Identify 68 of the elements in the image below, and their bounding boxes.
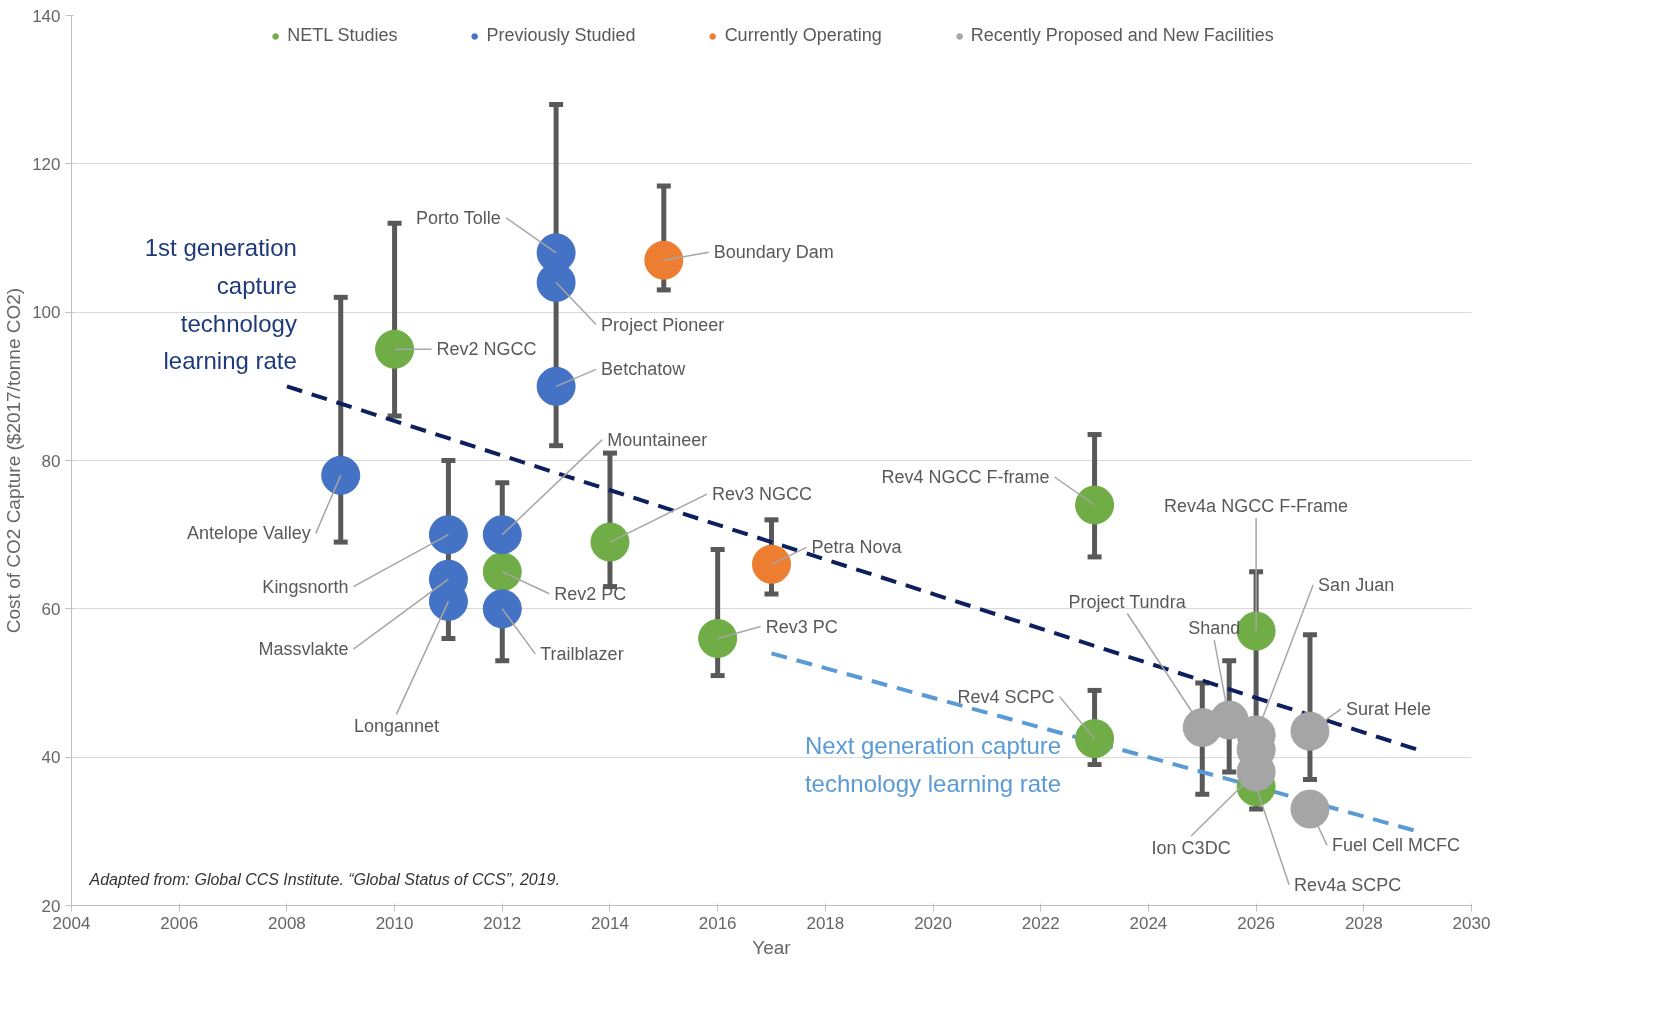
x-tick-label: 2010: [375, 913, 414, 933]
annotation: Project Pioneer: [601, 314, 725, 335]
annotation: Antelope Valley: [186, 523, 311, 544]
point: [590, 522, 630, 562]
point: [698, 619, 738, 658]
legend-label: Recently Proposed and New Facilities: [970, 25, 1274, 46]
y-tick-label: 40: [41, 748, 61, 768]
point: [752, 544, 791, 584]
annotation: Rev2 NGCC: [436, 339, 537, 360]
annotation: Rev3 PC: [765, 616, 838, 637]
point: [375, 329, 415, 369]
legend-label: NETL Studies: [287, 25, 398, 46]
annotation: Boundary Dam: [713, 242, 834, 263]
point: [482, 589, 522, 629]
annotation: Kingsnorth: [262, 576, 349, 597]
x-tick-label: 2026: [1237, 913, 1276, 933]
x-tick-label: 2008: [267, 913, 306, 933]
x-tick-label: 2020: [914, 913, 952, 933]
annotation: Longannet: [353, 716, 439, 737]
point: [321, 455, 361, 495]
y-tick-label: 60: [41, 599, 61, 619]
legend-label: Previously Studied: [486, 25, 636, 46]
annotation: Rev4 SCPC: [957, 686, 1055, 707]
x-tick-label: 2022: [1021, 913, 1060, 933]
x-tick-label: 2012: [483, 913, 522, 933]
y-tick-label: 140: [32, 6, 61, 26]
x-axis-title: Year: [752, 936, 792, 958]
annotation: Rev4 NGCC F-frame: [881, 467, 1050, 487]
y-tick-label: 100: [32, 303, 61, 323]
annotation: Next generation capture technology learning rate: [804, 731, 1062, 797]
point: [482, 515, 522, 555]
annotation: Ion C3DC: [1151, 838, 1231, 858]
annotation: Trailblazer: [540, 643, 624, 664]
annotation: Betchatow: [601, 359, 687, 380]
annotation: San Juan: [1318, 574, 1395, 595]
point: [1290, 711, 1330, 751]
annotation: Rev4a NGCC F-Frame: [1164, 496, 1349, 517]
annotation: Petra Nova: [811, 537, 903, 558]
annotation: Adapted from: Global CCS Institute. “Global Status of CCS”, 2019.: [88, 870, 560, 888]
annotation: Mountaineer: [607, 429, 708, 450]
x-tick-label: 2018: [806, 913, 845, 933]
point: [1290, 789, 1330, 829]
x-tick-label: 2024: [1129, 913, 1168, 933]
x-tick-label: 2006: [160, 913, 199, 933]
annotation: Surat Hele: [1345, 699, 1432, 720]
annotation: Rev3 NGCC: [711, 484, 812, 505]
y-tick-label: 20: [41, 896, 61, 916]
point: [428, 515, 468, 555]
x-tick-label: 2014: [591, 913, 629, 933]
point: [1075, 485, 1115, 525]
x-tick-label: 2028: [1344, 913, 1383, 933]
point: [1075, 719, 1115, 759]
annotation: Porto Tolle: [416, 207, 501, 228]
annotation: Massvlakte: [258, 639, 349, 660]
y-tick-label: 80: [41, 451, 61, 471]
annotation: Rev4a SCPC: [1294, 874, 1402, 895]
point: [482, 552, 522, 592]
annotation: Project Tundra: [1068, 591, 1187, 612]
point: [536, 366, 576, 406]
annotation: 1st generation capture technology learning rate: [144, 233, 297, 375]
annotation: Fuel Cell MCFC: [1331, 835, 1460, 856]
x-tick-label: 2030: [1452, 913, 1491, 933]
point: [644, 240, 684, 280]
y-axis-title: Cost of CO2 Capture ($2017/tonne CO2): [3, 287, 25, 634]
legend-label: Currently Operating: [724, 25, 882, 46]
x-tick-label: 2004: [52, 913, 91, 933]
y-tick-label: 120: [32, 154, 61, 174]
x-tick-label: 2016: [698, 913, 737, 933]
